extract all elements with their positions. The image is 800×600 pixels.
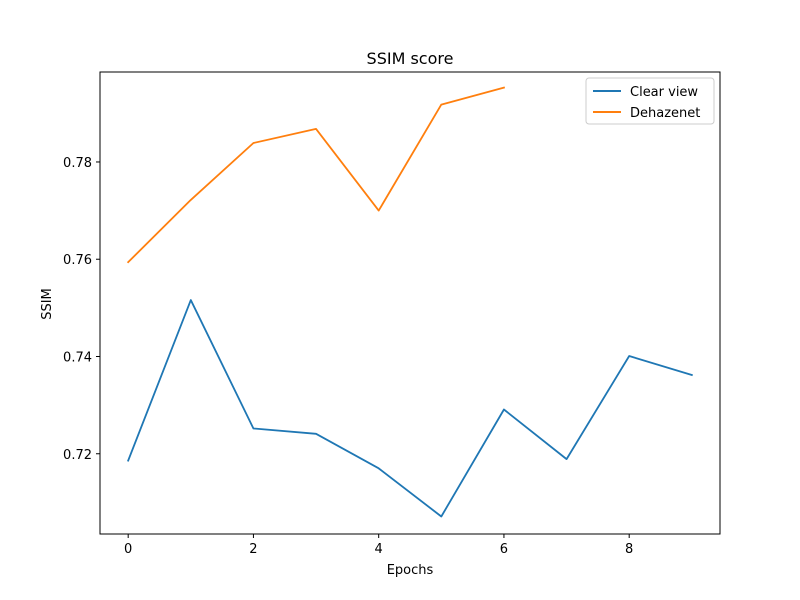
y-tick-label: 0.76: [63, 253, 92, 268]
chart-title: SSIM score: [367, 49, 454, 68]
plot-area: 0 2 4 6 8 0.72 0.74 0.76 0.78: [63, 71, 721, 557]
y-tick-label: 0.72: [63, 448, 92, 463]
x-tick-label: 4: [375, 542, 383, 557]
y-axis-label: SSIM: [40, 288, 55, 320]
x-tick-label: 2: [249, 542, 257, 557]
x-tick-label: 0: [124, 542, 132, 557]
legend-label-dehazenet: Dehazenet: [630, 106, 700, 121]
y-tick-label: 0.74: [63, 350, 92, 365]
series-line-clear-view: [127, 299, 693, 518]
x-tick-label: 6: [500, 542, 508, 557]
x-tick-label: 8: [625, 542, 633, 557]
x-axis-label: Epochs: [387, 563, 434, 578]
plot-frame: [99, 71, 721, 535]
legend: Clear view Dehazenet: [585, 77, 715, 125]
legend-label-clear-view: Clear view: [630, 85, 698, 100]
y-tick-label: 0.78: [63, 156, 92, 171]
series-line-dehazenet: [126, 86, 506, 264]
